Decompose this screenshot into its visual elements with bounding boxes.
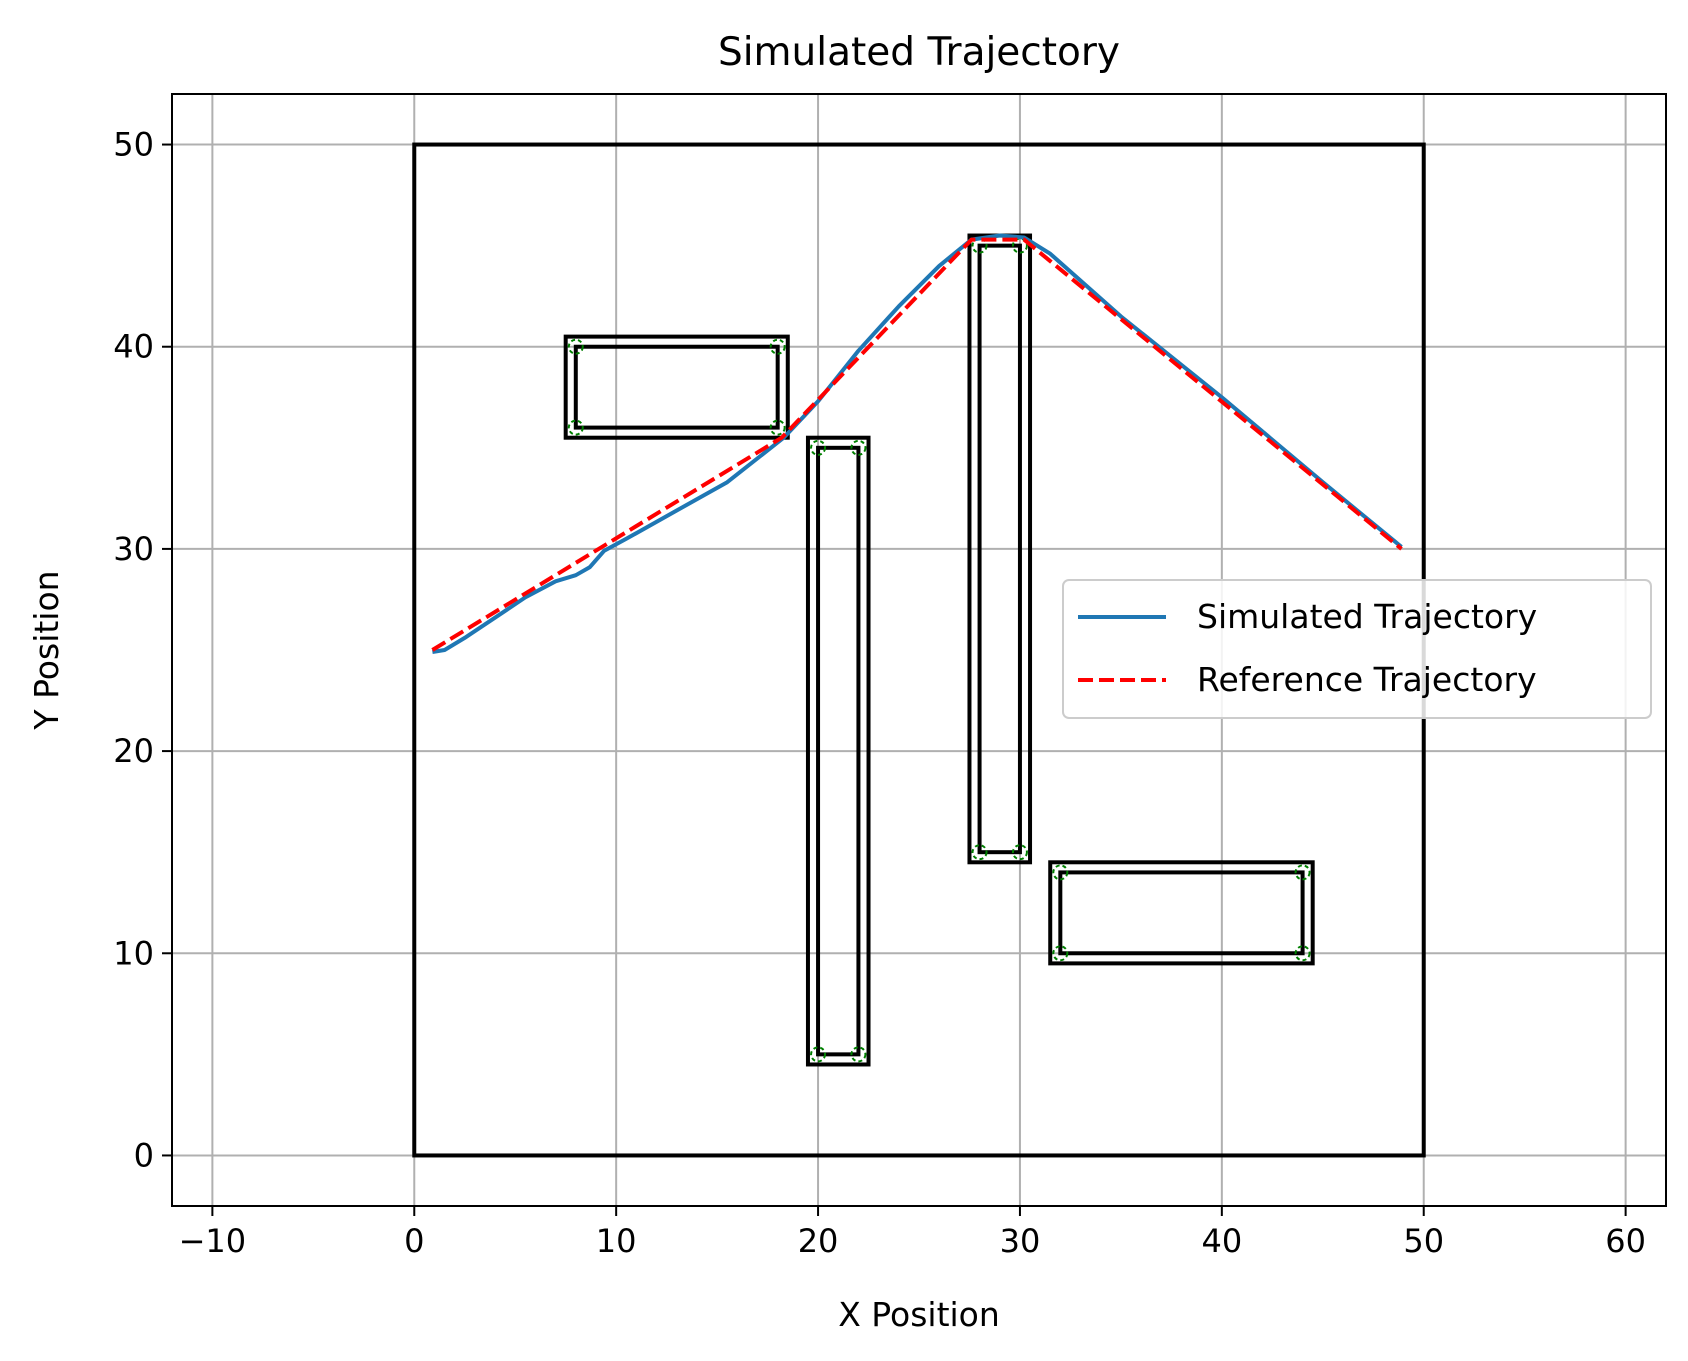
series-layer	[431, 233, 1403, 654]
y-tick-label: 40	[113, 328, 154, 366]
y-axis-label: Y Position	[27, 570, 66, 730]
chart-title: Simulated Trajectory	[718, 30, 1120, 75]
obstacle-corner-marker	[850, 1046, 867, 1063]
plot-frame	[171, 93, 1667, 1207]
obstacle-corner-marker	[1052, 945, 1069, 962]
y-tick-label: 20	[113, 732, 154, 770]
legend-box	[1062, 579, 1652, 719]
obstacle-corner-marker	[971, 844, 988, 861]
legend-reference-label: Reference Trajectory	[1197, 660, 1537, 699]
obstacle-corner-marker	[1052, 864, 1069, 881]
legend: Simulated Trajectory Reference Trajector…	[1062, 579, 1652, 719]
obstacle-inner-1	[573, 344, 780, 430]
obstacle-corner-marker	[567, 338, 584, 355]
obstacle-outer-4	[1048, 860, 1315, 966]
obstacle-corner-marker	[769, 338, 786, 355]
y-tick-label: 10	[113, 934, 154, 972]
obstacle-inner-3	[977, 243, 1022, 855]
obstacle-corner-marker	[1294, 945, 1311, 962]
obstacle-corner-marker	[1294, 864, 1311, 881]
obstacle-corner-marker	[567, 419, 584, 436]
obstacle-corner-marker	[971, 237, 988, 254]
y-tick-label: 50	[113, 126, 154, 164]
obstacle-inner-4	[1058, 870, 1305, 956]
x-tick-label: 10	[596, 1222, 637, 1260]
obstacle-corner-marker	[810, 1046, 827, 1063]
x-tick-label: 0	[404, 1222, 424, 1260]
obstacle-inner-2	[816, 445, 861, 1057]
x-tick-label: −10	[179, 1222, 247, 1260]
x-axis-ticks: −10 0 10 20 30 40 50 60	[179, 1206, 1646, 1260]
obstacle-outer-1	[563, 334, 790, 440]
x-tick-label: 20	[798, 1222, 839, 1260]
obstacle-corner-marker	[1011, 237, 1028, 254]
obstacle-outer-2	[805, 435, 871, 1067]
x-tick-label: 50	[1403, 1222, 1444, 1260]
y-axis-ticks: 0 10 20 30 40 50	[113, 126, 172, 1174]
y-tick-label: 30	[113, 530, 154, 568]
x-axis-label: X Position	[838, 1295, 1000, 1334]
x-tick-label: 60	[1605, 1222, 1646, 1260]
obstacle-corner-marker	[769, 419, 786, 436]
x-tick-label: 40	[1201, 1222, 1242, 1260]
obstacle-corner-marker	[1011, 844, 1028, 861]
obstacles-layer	[412, 142, 1426, 1158]
legend-simulated-label: Simulated Trajectory	[1197, 597, 1537, 636]
obstacle-corner-marker	[810, 439, 827, 456]
reference-trajectory-line	[431, 237, 1403, 652]
x-tick-label: 30	[1000, 1222, 1041, 1260]
y-tick-label: 0	[134, 1136, 154, 1174]
obstacle-corner-marker	[850, 439, 867, 456]
